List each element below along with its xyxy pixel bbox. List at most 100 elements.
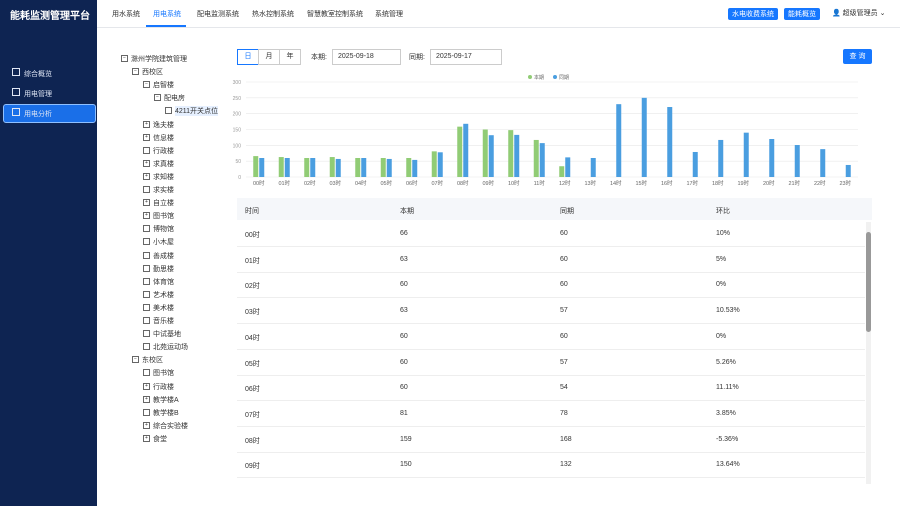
nav-item[interactable]: 智慧教室控制系统 bbox=[307, 11, 363, 18]
sidebar-active bbox=[3, 104, 96, 123]
sidebar-icon bbox=[12, 108, 20, 116]
bar bbox=[304, 158, 310, 177]
bar bbox=[457, 126, 463, 177]
tree-node[interactable]: 勤思楼 bbox=[153, 265, 174, 273]
tree-node[interactable]: 4211开关点位 bbox=[175, 106, 219, 117]
sidebar-item[interactable]: 综合概览 bbox=[24, 71, 52, 78]
table-cell: 150 bbox=[400, 461, 412, 469]
bar bbox=[508, 130, 514, 177]
tree-icon: − bbox=[143, 81, 150, 89]
tree-node[interactable]: 行政楼 bbox=[153, 147, 174, 155]
button[interactable]: 能耗概览 bbox=[784, 8, 820, 20]
tree-node[interactable]: 艺术楼 bbox=[153, 291, 174, 299]
nav-item[interactable]: 热水控制系统 bbox=[252, 11, 294, 18]
tree-node[interactable]: 自立楼 bbox=[153, 200, 174, 208]
date-input[interactable]: 2025-09-18 bbox=[332, 49, 401, 65]
nav-item[interactable]: 用电系统 bbox=[153, 11, 181, 18]
query-button[interactable]: 查 询 bbox=[843, 49, 872, 64]
table-cell: 60 bbox=[560, 230, 568, 237]
tree-icon: − bbox=[154, 94, 161, 102]
x-tick-label: 21时 bbox=[788, 179, 800, 187]
y-tick-label: 200 bbox=[233, 112, 242, 118]
tree-node[interactable]: 求真楼 bbox=[153, 160, 174, 168]
tree-icon: + bbox=[143, 212, 150, 220]
tree-node[interactable]: 北苑运动场 bbox=[153, 344, 188, 352]
bar bbox=[590, 158, 596, 177]
row-divider bbox=[237, 246, 865, 247]
bar bbox=[253, 156, 259, 177]
tree-node[interactable]: 信息楼 bbox=[153, 134, 174, 142]
tree-node[interactable]: 启智楼 bbox=[153, 82, 174, 90]
tree-icon bbox=[143, 330, 150, 338]
tree-node[interactable]: 求知楼 bbox=[153, 173, 174, 181]
table-cell: 63 bbox=[400, 255, 408, 263]
table-cell: 63 bbox=[400, 307, 408, 315]
mode-button[interactable]: 日 bbox=[237, 49, 259, 65]
tree-node[interactable]: 东校区 bbox=[142, 357, 163, 365]
date-input[interactable]: 2025-09-17 bbox=[430, 49, 502, 65]
bar bbox=[565, 157, 571, 177]
x-tick-label: 06时 bbox=[406, 179, 418, 187]
tree-node[interactable]: 博物馆 bbox=[153, 226, 174, 234]
table-cell: 5.26% bbox=[716, 358, 736, 366]
row-divider bbox=[237, 477, 865, 479]
tree-node[interactable]: 食堂 bbox=[153, 435, 167, 443]
table-cell: 11.11% bbox=[716, 384, 739, 392]
x-tick-label: 17时 bbox=[686, 179, 698, 187]
tree-icon: + bbox=[143, 199, 150, 207]
table-cell: 0% bbox=[716, 281, 727, 289]
tree-node[interactable]: 配电房 bbox=[164, 95, 185, 103]
nav-item[interactable]: 系统管理 bbox=[375, 11, 403, 18]
tree-node[interactable]: 美术楼 bbox=[153, 304, 174, 312]
table-cell: 60 bbox=[400, 358, 408, 366]
nav-item[interactable]: 配电监测系统 bbox=[197, 11, 239, 18]
tree-node[interactable]: 中试基地 bbox=[153, 331, 181, 339]
table-cell: 04时 bbox=[245, 334, 260, 342]
tree-node[interactable]: 滁州学院建筑管理 bbox=[131, 56, 187, 63]
tree-icon: − bbox=[132, 68, 139, 76]
table-cell: 10.53% bbox=[716, 307, 740, 315]
x-tick-label: 14时 bbox=[610, 179, 622, 187]
tree-node[interactable]: 小木屋 bbox=[153, 239, 174, 247]
chart: 0 50 100 150 200 250 300 本期 同期 00时 01时 02时 03时 04时 05时… bbox=[233, 74, 858, 187]
bar bbox=[380, 158, 386, 177]
x-tick-label: 19时 bbox=[737, 179, 749, 187]
sidebar-item[interactable]: 用电分析 bbox=[24, 111, 52, 118]
mode-button[interactable]: 月 bbox=[258, 49, 280, 65]
tree-node[interactable]: 音乐楼 bbox=[153, 318, 174, 325]
scrollbar[interactable] bbox=[866, 222, 871, 484]
tree-node[interactable]: 行政楼 bbox=[153, 383, 174, 391]
table-cell: 60 bbox=[400, 332, 408, 340]
user-menu[interactable]: 👤 超级管理员 ⌄ bbox=[832, 10, 886, 17]
tree-node[interactable]: 体育馆 bbox=[153, 278, 174, 286]
sidebar-item[interactable]: 用电管理 bbox=[24, 91, 52, 98]
tree-node[interactable]: 教学楼B bbox=[153, 409, 179, 417]
table-cell: -5.36% bbox=[716, 435, 739, 443]
table-cell: 13.64% bbox=[716, 461, 740, 469]
y-tick-label: 0 bbox=[238, 175, 241, 181]
nav-item[interactable]: 用水系统 bbox=[112, 11, 140, 18]
table-header: 环比 bbox=[716, 208, 730, 215]
x-tick-label: 22时 bbox=[814, 179, 826, 187]
legend-label: 同期 bbox=[559, 75, 569, 81]
table-cell: 03时 bbox=[245, 309, 260, 317]
tree-node[interactable]: 教学楼A bbox=[153, 396, 179, 404]
table-cell: 57 bbox=[560, 358, 568, 366]
tree-node[interactable]: 图书馆 bbox=[153, 213, 174, 221]
tree-node[interactable]: 善成楼 bbox=[153, 252, 174, 260]
x-tick-label: 07时 bbox=[431, 179, 443, 187]
tree-node[interactable]: 图书馆 bbox=[153, 370, 174, 378]
tree-node[interactable]: 逸夫楼 bbox=[153, 121, 174, 129]
tree-icon bbox=[143, 264, 150, 272]
button[interactable]: 水电收费系统 bbox=[728, 8, 778, 20]
sidebar-icon bbox=[12, 68, 20, 76]
tree-icon bbox=[143, 369, 150, 377]
mode-button[interactable]: 年 bbox=[279, 49, 301, 65]
tree-node[interactable]: 综合实验楼 bbox=[153, 422, 188, 430]
row-divider bbox=[237, 451, 865, 453]
x-tick-label: 05时 bbox=[380, 179, 392, 187]
tree-node[interactable]: 西校区 bbox=[142, 69, 163, 77]
table-cell: 54 bbox=[560, 384, 568, 392]
nav-underline bbox=[146, 25, 186, 27]
tree-node[interactable]: 求实楼 bbox=[153, 187, 174, 194]
